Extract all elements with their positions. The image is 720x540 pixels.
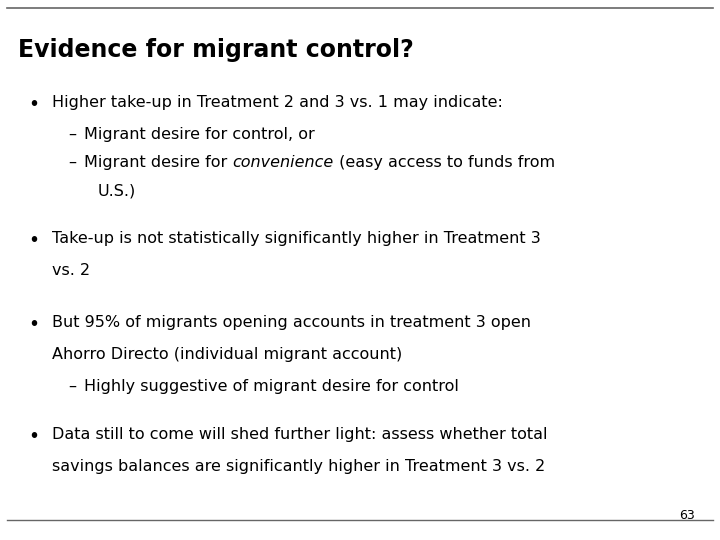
Text: –: – <box>68 127 76 142</box>
Text: •: • <box>28 231 39 250</box>
Text: vs. 2: vs. 2 <box>52 263 90 278</box>
Text: Migrant desire for control, or: Migrant desire for control, or <box>84 127 315 142</box>
Text: –: – <box>68 379 76 394</box>
Text: 63: 63 <box>679 509 695 522</box>
Text: •: • <box>28 315 39 334</box>
Text: –: – <box>68 155 76 170</box>
Text: Higher take-up in Treatment 2 and 3 vs. 1 may indicate:: Higher take-up in Treatment 2 and 3 vs. … <box>52 95 503 110</box>
Text: Migrant desire for: Migrant desire for <box>84 155 233 170</box>
Text: Highly suggestive of migrant desire for control: Highly suggestive of migrant desire for … <box>84 379 459 394</box>
Text: Data still to come will shed further light: assess whether total: Data still to come will shed further lig… <box>52 427 547 442</box>
Text: U.S.): U.S.) <box>98 183 136 198</box>
Text: •: • <box>28 427 39 446</box>
Text: (easy access to funds from: (easy access to funds from <box>333 155 554 170</box>
Text: •: • <box>28 95 39 114</box>
Text: savings balances are significantly higher in Treatment 3 vs. 2: savings balances are significantly highe… <box>52 459 545 474</box>
Text: Ahorro Directo (individual migrant account): Ahorro Directo (individual migrant accou… <box>52 347 402 362</box>
Text: Evidence for migrant control?: Evidence for migrant control? <box>18 38 414 62</box>
Text: Take-up is not statistically significantly higher in Treatment 3: Take-up is not statistically significant… <box>52 231 541 246</box>
Text: But 95% of migrants opening accounts in treatment 3 open: But 95% of migrants opening accounts in … <box>52 315 531 330</box>
Text: convenience: convenience <box>233 155 333 170</box>
